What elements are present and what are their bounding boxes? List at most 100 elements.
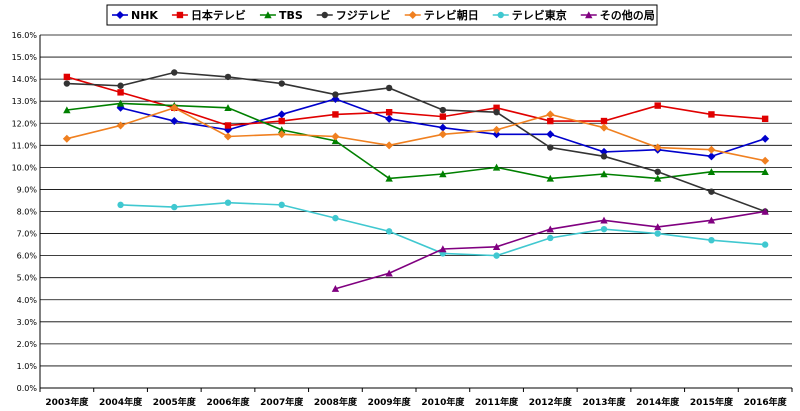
series-2	[63, 99, 769, 182]
y-tick-label: 8.0%	[17, 208, 38, 217]
data-point	[654, 102, 661, 109]
x-tick-label: 2005年度	[153, 396, 197, 408]
data-point	[547, 144, 554, 151]
data-point	[546, 174, 554, 182]
data-point	[170, 117, 179, 126]
legend: NHK 日本テレビ TBS フジテレビ テレビ朝日 テレビ東京 その他の局	[106, 4, 658, 26]
data-point	[331, 132, 340, 141]
series-6	[331, 207, 769, 292]
y-tick-label: 9.0%	[17, 185, 38, 194]
series-layer	[62, 69, 770, 292]
data-point	[117, 201, 124, 209]
data-point	[547, 117, 554, 125]
data-point	[493, 109, 500, 116]
y-tick-label: 1.0%	[17, 362, 38, 371]
x-tick-label: 2014年度	[636, 396, 680, 408]
y-tick-label: 11.0%	[12, 141, 38, 150]
data-point	[278, 201, 285, 209]
series-line	[66, 102, 766, 180]
legend-box	[106, 4, 658, 26]
legend-marker	[321, 11, 328, 19]
data-point	[761, 115, 769, 123]
legend-item: TBS	[259, 9, 303, 22]
y-tick-label: 0.0%	[17, 384, 38, 393]
data-point	[171, 203, 178, 211]
data-point	[385, 228, 393, 235]
y-tick-label: 16.0%	[12, 31, 38, 40]
legend-item: その他の局	[580, 8, 655, 22]
data-point	[385, 114, 394, 123]
x-tick-label: 2007年度	[260, 396, 304, 408]
legend-marker	[497, 11, 504, 19]
x-tick-label: 2010年度	[421, 396, 465, 408]
data-point	[708, 111, 715, 118]
data-point	[707, 152, 716, 161]
data-point	[117, 89, 124, 96]
series-4	[62, 103, 770, 165]
data-point	[600, 170, 608, 178]
data-point	[277, 110, 286, 119]
data-point	[654, 230, 661, 237]
x-tick-label: 2003年度	[45, 396, 89, 408]
plot-border	[39, 35, 792, 389]
legend-marker	[264, 11, 272, 19]
data-point	[63, 106, 71, 114]
y-tick-label: 12.0%	[12, 119, 38, 128]
data-point	[492, 163, 501, 171]
data-point	[385, 269, 393, 277]
y-tick-label: 3.0%	[17, 318, 38, 327]
x-tick-label: 2013年度	[582, 396, 626, 408]
x-tick-label: 2016年度	[744, 396, 788, 408]
data-point	[278, 117, 285, 125]
data-point	[707, 145, 716, 154]
data-point	[654, 174, 662, 182]
data-point	[600, 225, 608, 233]
data-point	[438, 130, 447, 139]
data-point	[761, 156, 770, 165]
data-point	[385, 84, 393, 92]
data-point	[277, 130, 286, 139]
x-tick-label: 2012年度	[529, 396, 573, 408]
x-tick-label: 2009年度	[368, 396, 412, 408]
data-point	[546, 225, 554, 233]
x-tick-label: 2015年度	[690, 396, 734, 408]
series-3	[63, 69, 769, 215]
data-point	[332, 91, 339, 98]
data-point	[600, 117, 608, 125]
data-point	[62, 134, 71, 143]
data-point	[707, 168, 716, 175]
data-point	[492, 130, 501, 139]
legend-item: テレビ朝日	[404, 8, 479, 22]
y-tick-label: 13.0%	[12, 97, 38, 106]
legend-marker	[408, 11, 417, 19]
y-tick-label: 15.0%	[12, 53, 38, 62]
series-line	[66, 76, 766, 127]
y-tick-label: 7.0%	[17, 230, 38, 239]
data-point	[600, 123, 608, 132]
data-point	[63, 73, 71, 81]
data-point	[761, 168, 769, 175]
legend-label: テレビ東京	[512, 8, 567, 22]
data-point	[224, 73, 232, 81]
data-point	[170, 103, 179, 112]
data-point	[600, 216, 608, 224]
data-point	[492, 243, 501, 250]
series-line	[335, 210, 766, 290]
data-point	[116, 99, 125, 107]
series-0	[116, 94, 770, 161]
x-tick-label: 2011年度	[475, 396, 519, 408]
data-point	[438, 123, 447, 132]
x-axis-ticks: 2003年度 2004年度 2005年度 2006年度 2007年度 2008年度 2009…	[39, 388, 793, 408]
data-point	[439, 113, 447, 120]
data-point	[708, 188, 715, 195]
data-point	[332, 214, 339, 222]
data-point	[171, 69, 178, 76]
data-point	[331, 137, 340, 145]
y-axis-ticks: 0.0% 1.0% 2.0% 3.0% 4.0% 5.0% 6.0% 7.0% 8.0% 9.0%…	[12, 31, 38, 393]
series-line	[66, 71, 766, 213]
data-point	[708, 236, 715, 244]
y-tick-label: 2.0%	[17, 340, 38, 349]
legend-label: その他の局	[600, 8, 655, 22]
data-point	[116, 121, 125, 130]
